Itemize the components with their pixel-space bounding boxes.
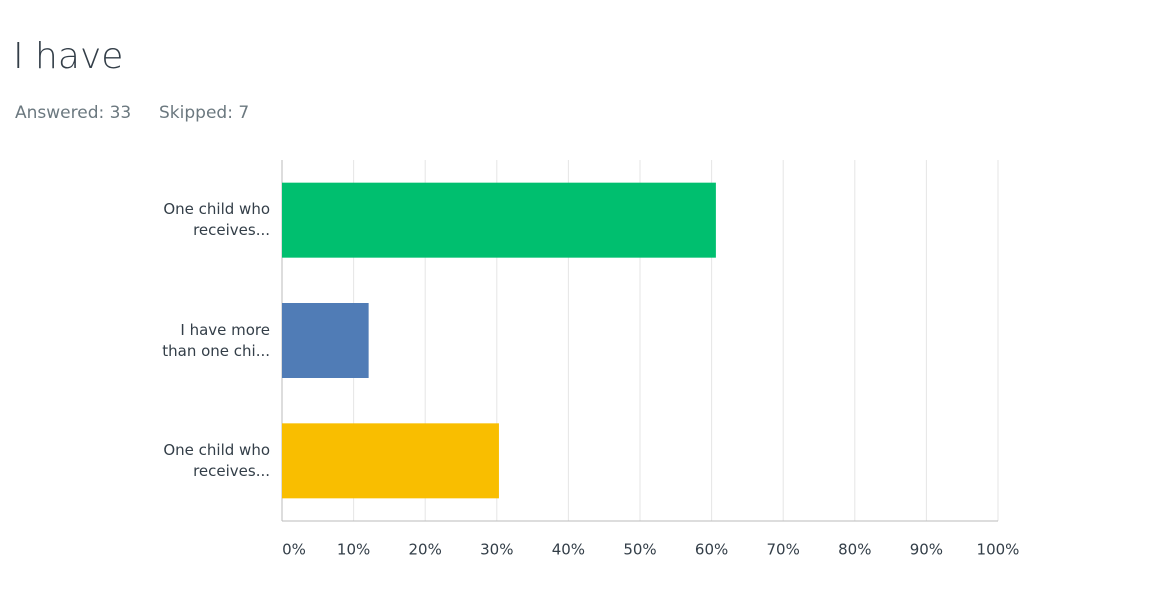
- x-tick-label: 60%: [695, 541, 728, 559]
- y-tick-label: One child who receives...: [163, 440, 270, 480]
- x-tick-label: 70%: [767, 541, 800, 559]
- x-tick-label: 10%: [337, 541, 370, 559]
- bar: [282, 303, 369, 378]
- y-tick-label: I have more than one chi...: [162, 320, 270, 360]
- x-tick-label: 0%: [282, 541, 306, 559]
- x-tick-label: 80%: [838, 541, 871, 559]
- bar: [282, 182, 716, 258]
- skipped: Skipped: 7: [159, 103, 250, 123]
- x-tick-label: 90%: [910, 541, 943, 559]
- answered: Answered: 33: [15, 103, 132, 123]
- x-tick-label: 20%: [409, 541, 442, 559]
- x-tick-label: 40%: [552, 541, 585, 559]
- x-tick-label: 30%: [480, 541, 513, 559]
- title: I have: [13, 36, 124, 77]
- bar: [282, 423, 499, 499]
- y-tick-label: One child who receives...: [163, 200, 270, 240]
- x-tick-label: 50%: [623, 541, 656, 559]
- x-tick-label: 100%: [977, 541, 1020, 559]
